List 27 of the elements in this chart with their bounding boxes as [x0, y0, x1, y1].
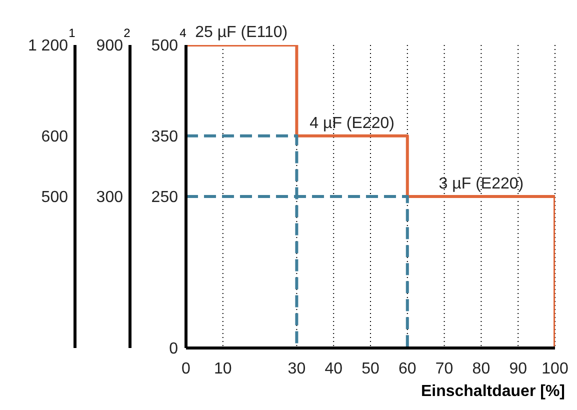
- x-tick-label: 30: [288, 360, 306, 378]
- text: 500: [41, 189, 68, 206]
- x-tick-label: 10: [214, 360, 232, 378]
- x-tick-label: 40: [324, 360, 343, 378]
- text: 1: [68, 26, 76, 40]
- x-tick-label: 0: [182, 360, 191, 378]
- annotation: 4 µF (E220): [310, 114, 394, 132]
- y-tick-label: 250: [151, 189, 178, 206]
- y-tick-label: 0: [169, 340, 178, 358]
- x-tick-label: 50: [362, 360, 380, 378]
- annotation: 25 µF (E110): [195, 24, 288, 41]
- x-tick-label: 90: [509, 360, 528, 378]
- x-tick-label: 60: [398, 360, 416, 378]
- x-tick-label: 100: [542, 360, 568, 378]
- text: 900: [96, 38, 124, 55]
- x-tick-label: 80: [472, 360, 490, 378]
- annotation: 3 µF (E220): [438, 176, 524, 192]
- text: 2: [124, 26, 131, 40]
- y-axis-title: 4: [180, 26, 187, 40]
- x-axis-title: Einschaltdauer [%]: [420, 383, 565, 400]
- text: 300: [96, 189, 124, 206]
- text: 1 200: [28, 38, 68, 55]
- line-series: [186, 45, 555, 348]
- y-tick-label: 350: [151, 128, 178, 146]
- x-tick-label: 70: [435, 360, 454, 378]
- text: 600: [41, 128, 68, 146]
- y-tick-label: 500: [151, 38, 178, 55]
